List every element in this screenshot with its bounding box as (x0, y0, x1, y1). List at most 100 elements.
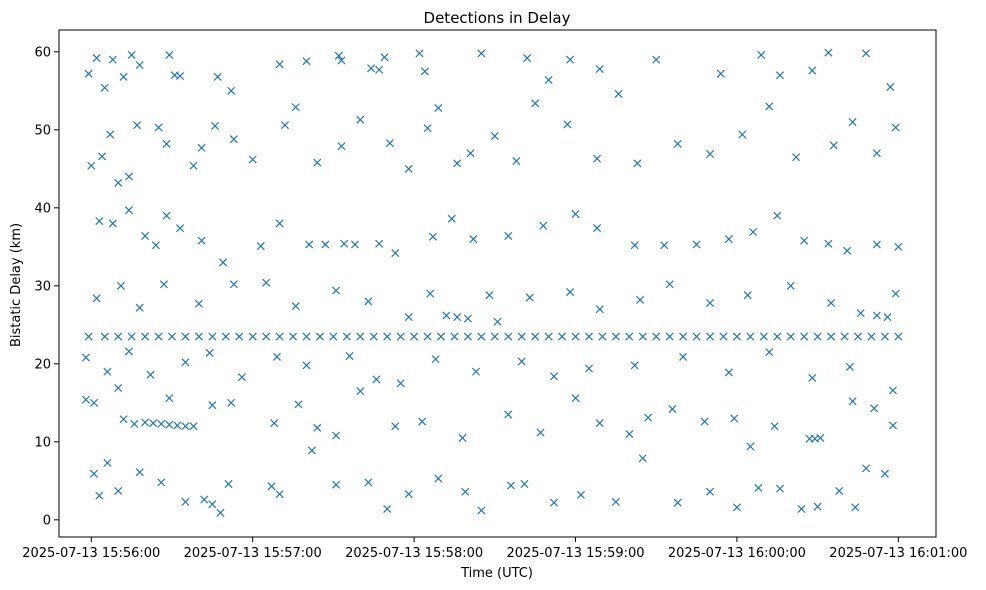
data-point (512, 157, 521, 166)
data-point (262, 278, 271, 287)
data-point (463, 332, 472, 341)
data-point (383, 332, 392, 341)
data-point (391, 422, 400, 431)
data-point (531, 332, 540, 341)
data-point (584, 332, 593, 341)
data-point (337, 56, 346, 65)
data-point (141, 332, 150, 341)
data-point (835, 486, 844, 496)
data-point (800, 332, 809, 341)
data-point (200, 495, 209, 504)
data-point (593, 224, 602, 233)
data-point (248, 155, 257, 164)
data-point (558, 332, 567, 341)
data-point (724, 235, 733, 244)
data-point (862, 49, 871, 58)
data-point (886, 82, 895, 91)
data-point (418, 417, 427, 426)
data-point (332, 286, 341, 295)
data-point (765, 348, 774, 357)
data-point (584, 364, 593, 373)
data-point (566, 288, 575, 297)
data-point (477, 506, 486, 515)
data-point (504, 332, 513, 341)
data-point (692, 240, 701, 249)
data-point (270, 419, 279, 428)
data-point (87, 161, 96, 170)
data-point (302, 332, 311, 341)
data-point (544, 75, 553, 84)
y-tick-label: 50 (34, 123, 51, 138)
data-point (124, 172, 133, 181)
data-point (883, 313, 892, 322)
data-point (367, 64, 376, 73)
data-point (108, 219, 117, 228)
data-point (334, 51, 343, 60)
data-point (679, 352, 688, 361)
data-point (108, 55, 117, 64)
data-point (525, 293, 534, 302)
data-point (256, 242, 265, 251)
data-point (100, 83, 109, 92)
data-point (775, 71, 784, 80)
data-point (149, 419, 158, 428)
data-point (356, 387, 365, 396)
data-point (132, 121, 142, 130)
data-point (375, 65, 384, 74)
data-point (827, 298, 836, 308)
data-point (636, 295, 645, 304)
data-point (872, 240, 881, 249)
data-point (447, 214, 456, 223)
data-point (356, 115, 365, 124)
data-point (894, 332, 903, 341)
data-point (611, 497, 620, 506)
x-axis: 2025-07-13 15:56:00 2025-07-13 15:57:00 20… (22, 537, 967, 561)
data-point (679, 332, 688, 341)
data-point (229, 135, 238, 144)
data-point (159, 280, 168, 289)
data-point (364, 297, 373, 306)
x-tick-label: 2025-07-13 16:01:00 (829, 546, 967, 561)
data-point (103, 458, 112, 467)
data-point (845, 362, 854, 371)
data-point (598, 332, 607, 341)
data-point (262, 332, 271, 341)
data-point (162, 139, 171, 148)
data-point (644, 413, 653, 422)
data-point (517, 332, 526, 341)
data-point (173, 421, 182, 430)
data-point (633, 159, 642, 168)
data-point (176, 71, 185, 81)
data-point (272, 352, 281, 361)
data-point (227, 86, 236, 95)
data-point (124, 206, 133, 215)
data-point (119, 415, 128, 424)
data-point (315, 332, 324, 341)
data-point (267, 482, 276, 491)
data-point (100, 332, 109, 341)
data-point (471, 367, 481, 376)
data-point (732, 503, 741, 512)
data-point (576, 490, 585, 499)
data-point (157, 478, 166, 487)
data-point (477, 49, 486, 58)
data-point (436, 332, 446, 341)
data-point (840, 332, 849, 341)
data-point (665, 332, 674, 341)
data-point (848, 397, 857, 406)
data-point (280, 121, 289, 130)
data-point (162, 211, 171, 220)
data-point (786, 332, 795, 341)
data-point (549, 498, 559, 507)
data-point (375, 239, 384, 248)
data-point (221, 332, 230, 341)
chart-title: Detections in Delay (424, 9, 571, 27)
data-point (504, 410, 513, 419)
data-point (275, 219, 284, 228)
data-point (404, 490, 413, 499)
data-point (757, 50, 766, 59)
data-point (229, 280, 238, 289)
data-point (81, 395, 90, 404)
data-point (337, 142, 346, 151)
